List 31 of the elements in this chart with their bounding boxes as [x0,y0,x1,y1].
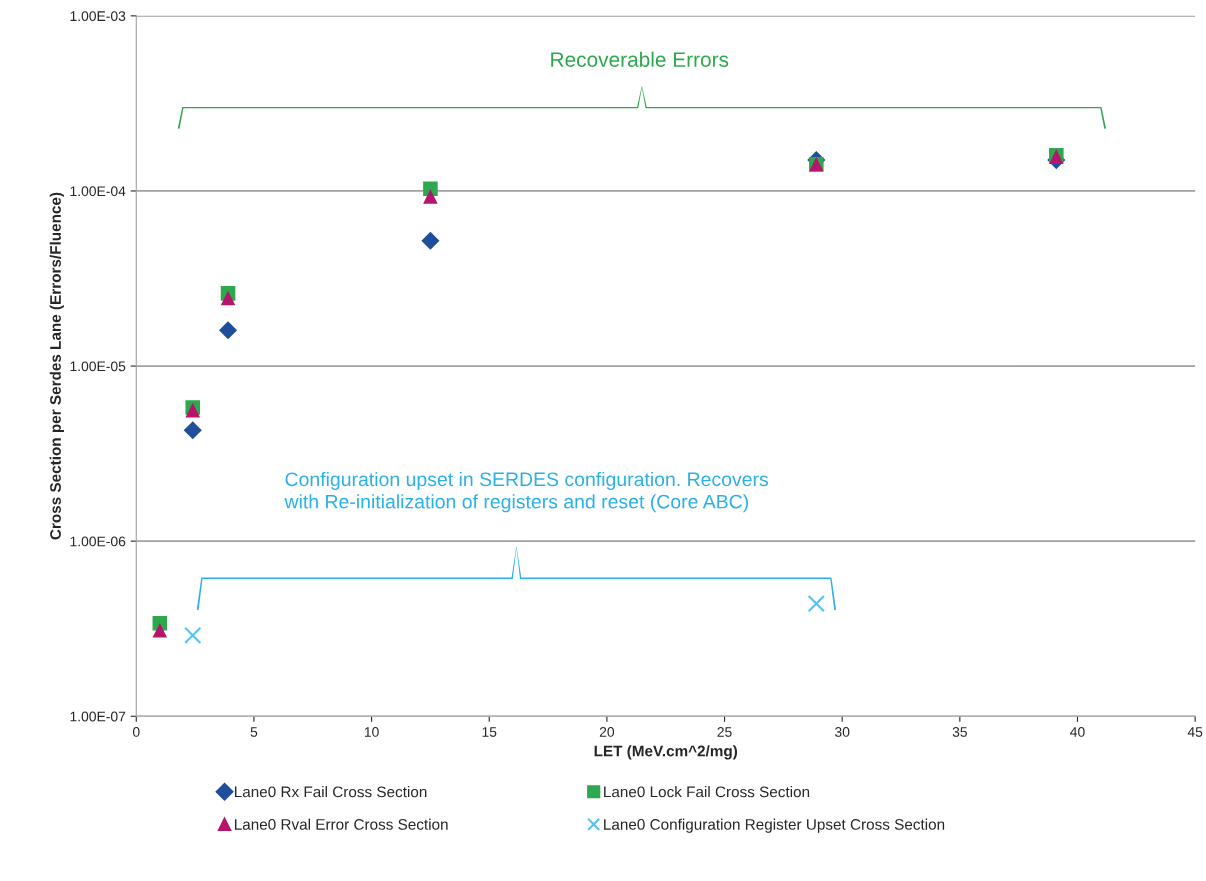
point [807,594,825,613]
y-tick-label: 1.00E-07 [70,711,126,722]
annotation: Recoverable Errors [551,51,729,67]
y-tick-label: 1.00E-04 [70,186,126,197]
point [220,290,236,306]
y-axis-title: Cross Section per Serdes Lane (Errors/Fluence) [49,192,64,540]
point [421,231,440,250]
x-tick-label: 30 [835,727,850,737]
point [183,421,202,440]
y-tick-label: 1.00E-06 [70,536,126,547]
legend-label: Lane0 Rval Error Cross Section [234,818,448,830]
point [218,321,238,340]
x-tick-label: 0 [132,727,140,737]
y-tick-label: 1.00E-05 [70,361,126,372]
x-axis-title: LET (MeV.cm^2/mg) [594,745,738,760]
x-tick-label: 15 [482,727,497,737]
x-tick-label: 45 [1187,727,1203,737]
x-tick-label: 20 [599,727,615,737]
legend-label: Lane0 Rx Fail Cross Section [234,786,427,798]
legend-label: Lane0 Configuration Register Upset Cross Section [604,818,945,833]
x-tick-label: 10 [364,727,379,737]
x-tick-label: 25 [717,727,732,737]
point [152,622,168,638]
x-tick-label: 35 [952,727,967,737]
point [184,626,202,644]
x-tick-label: 40 [1070,727,1085,737]
x-tick-label: 5 [250,727,258,737]
y-tick-label: 1.00E-03 [70,11,126,22]
legend-label: Lane0 Lock Fail Cross Section [604,786,810,798]
point [423,189,438,204]
annotation: Configuration upset in SERDES configuration. Recovers with Re-initialization of registers and reset (Core ABC) [284,471,769,513]
